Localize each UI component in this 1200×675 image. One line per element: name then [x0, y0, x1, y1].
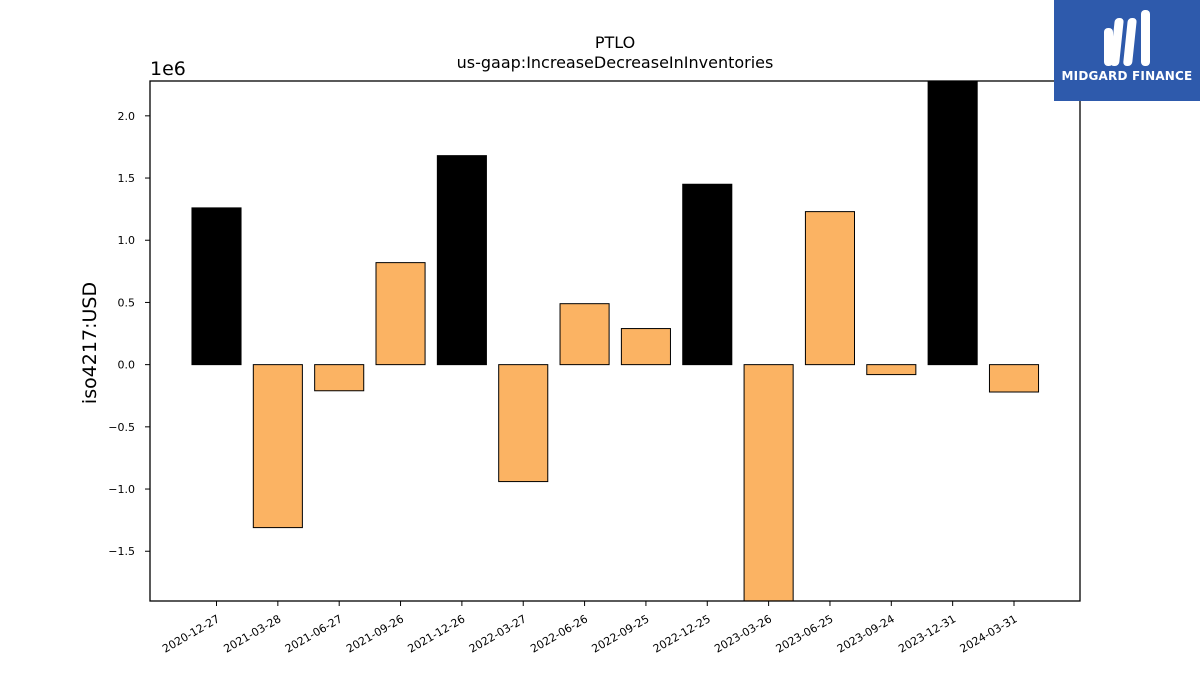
midgard-logo-icon [1104, 10, 1150, 66]
y-tick-label: 0.0 [118, 359, 136, 372]
x-tick-label: 2021-03-28 [221, 612, 283, 655]
bar-2021-03-28 [252, 364, 303, 529]
x-tick-label: 2022-03-27 [467, 612, 529, 655]
midgard-finance-logo: MIDGARD FINANCE [1054, 0, 1200, 101]
bar-2023-06-25 [804, 211, 856, 366]
chart-title: PTLO [595, 33, 635, 52]
x-tick-label: 2022-12-25 [651, 612, 713, 655]
plot-frame [149, 80, 1081, 602]
chart-subtitle: us-gaap:IncreaseDecreaseInInventories [457, 53, 774, 72]
y-tick-label: −1.5 [108, 545, 135, 558]
x-axis-ticks: 2020-12-27 2021-03-28 2021-06-27 2021-09-26… [160, 601, 1020, 656]
bar-2020-12-27 [191, 207, 242, 366]
x-tick-label: 2021-06-27 [283, 612, 345, 655]
bar-2022-06-26 [559, 303, 610, 366]
bar-2022-12-25 [682, 183, 733, 366]
bar-2022-09-25 [620, 328, 671, 366]
bars-group [191, 80, 1040, 602]
y-tick-label: 1.5 [118, 172, 136, 185]
x-tick-label: 2024-03-31 [958, 612, 1020, 655]
y-tick-label: 0.5 [118, 296, 136, 309]
bar-2023-09-24 [866, 364, 917, 376]
x-tick-label: 2023-06-25 [774, 612, 836, 655]
logo-text: MIDGARD FINANCE [1061, 69, 1193, 83]
y-axis-label: iso4217:USD [79, 282, 101, 404]
x-tick-label: 2023-09-24 [835, 612, 897, 655]
bar-2021-09-26 [375, 262, 426, 366]
x-tick-label: 2021-12-26 [406, 612, 468, 655]
y-tick-label: 2.0 [118, 110, 136, 123]
y-scale-label: 1e6 [150, 58, 186, 80]
bar-2021-12-26 [436, 155, 487, 366]
bar-2022-03-27 [498, 364, 549, 483]
bar-2023-03-26 [743, 364, 794, 602]
bar-2024-03-31 [988, 364, 1040, 393]
x-tick-label: 2020-12-27 [160, 612, 222, 655]
x-tick-label: 2022-06-26 [528, 612, 590, 655]
bar-2021-06-27 [314, 364, 365, 392]
bar-2023-12-31 [927, 80, 978, 366]
x-tick-label: 2021-09-26 [344, 612, 406, 655]
x-tick-label: 2022-09-25 [590, 612, 652, 655]
y-tick-label: −0.5 [108, 421, 135, 434]
y-tick-label: −1.0 [108, 483, 135, 496]
x-tick-label: 2023-12-31 [896, 612, 958, 655]
y-tick-label: 1.0 [118, 234, 136, 247]
y-axis-ticks: −1.5 −1.0 −0.5 0.0 0.5 1.0 1.5 2.0 [108, 110, 150, 558]
x-tick-label: 2023-03-26 [712, 612, 774, 655]
